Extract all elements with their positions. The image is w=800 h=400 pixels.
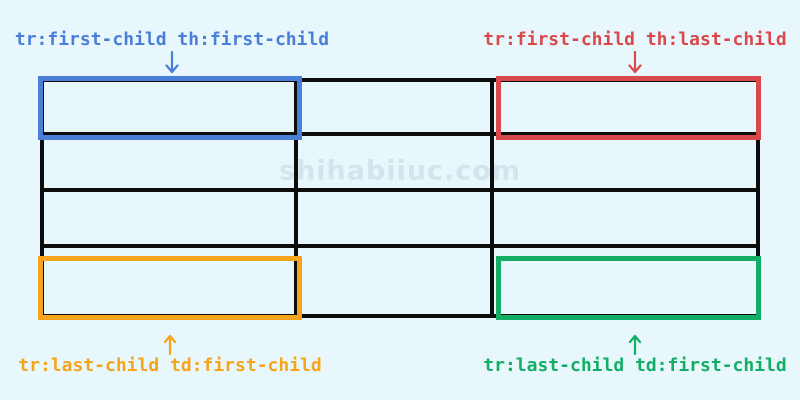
watermark-text: shihabiiuc.com: [279, 155, 521, 187]
table-cell: [44, 136, 298, 192]
table-cell: [298, 136, 494, 192]
annotation-last-row-first-cell: tr:last-child td:first-child: [17, 333, 323, 376]
table-cell: [494, 192, 756, 248]
arrow-up-icon: [483, 333, 787, 355]
table-diagram: [40, 78, 760, 318]
arrow-up-icon: [17, 333, 323, 355]
annotation-last-row-last-cell: tr:last-child td:first-child: [483, 333, 787, 376]
table-cell: [494, 136, 756, 192]
table-cell: [298, 248, 494, 314]
table-cell: [44, 192, 298, 248]
table-cell: [494, 82, 756, 136]
highlight-box-first-row-first-cell: [38, 76, 302, 140]
selector-label-first-row-last-cell: tr:first-child th:last-child: [483, 29, 787, 50]
table-cell: [298, 192, 494, 248]
highlight-box-last-row-last-cell: [496, 256, 761, 320]
selector-label-last-row-last-cell: tr:last-child td:first-child: [483, 355, 787, 376]
highlight-box-first-row-last-cell: [496, 76, 761, 140]
selector-label-last-row-first-cell: tr:last-child td:first-child: [18, 355, 322, 376]
table-cell: [44, 82, 298, 136]
arrow-down-icon: [483, 51, 787, 75]
table-cell: [44, 248, 298, 314]
annotation-first-row-first-cell: tr:first-child th:first-child: [13, 30, 331, 75]
annotation-first-row-last-cell: tr:first-child th:last-child: [483, 30, 787, 75]
selector-label-first-row-first-cell: tr:first-child th:first-child: [14, 29, 330, 50]
arrow-down-icon: [13, 51, 331, 75]
table-cell: [298, 82, 494, 136]
highlight-box-last-row-first-cell: [38, 256, 302, 320]
